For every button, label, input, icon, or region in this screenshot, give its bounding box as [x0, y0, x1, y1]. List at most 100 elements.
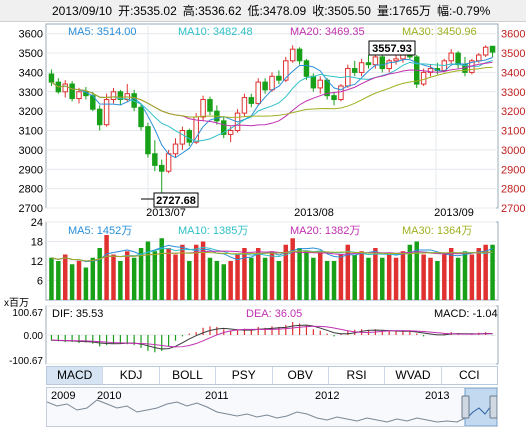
- candle-body: [103, 99, 110, 126]
- tab-rsi[interactable]: RSI: [329, 367, 386, 384]
- candle-body: [365, 62, 372, 66]
- macd-legend: DIF: 35.53 DEA: 36.05 MACD: -1.04: [52, 308, 498, 320]
- price-tick-right: 2800: [501, 184, 525, 196]
- candle-body: [152, 153, 158, 166]
- candle-body: [296, 48, 303, 62]
- tab-boll[interactable]: BOLL: [160, 367, 217, 384]
- macd-tick: -100.67: [9, 356, 43, 366]
- price-tick-left: 3600: [19, 29, 43, 41]
- overview-year-2009: 2009: [51, 390, 76, 402]
- price-tick-left: 2800: [19, 184, 43, 196]
- macd-legend-macd: MACD: -1.04: [434, 308, 498, 320]
- candle-body: [283, 60, 289, 81]
- volume-bar: [49, 257, 54, 300]
- x-label-2013-09: 2013/09: [434, 207, 474, 219]
- volume-bar: [393, 257, 399, 300]
- volume-bar: [214, 261, 220, 300]
- volume-bar: [166, 248, 171, 300]
- volume-bar: [490, 244, 495, 300]
- dea-line: [51, 325, 493, 348]
- price-tick-right: 3500: [501, 48, 525, 60]
- candle-body: [227, 130, 234, 135]
- price-tick-left: 3000: [19, 145, 43, 157]
- tab-cci[interactable]: CCI: [458, 368, 480, 382]
- volume-bars: [49, 235, 495, 300]
- price-tick-right: 3300: [501, 87, 525, 99]
- candle-body: [96, 108, 103, 126]
- candle-body: [489, 45, 496, 53]
- overview-navigator[interactable]: 2009 2010 2011 2012 2013: [46, 387, 498, 427]
- volume-bar: [200, 241, 206, 300]
- price-tick-left: 3100: [19, 126, 43, 138]
- price-tick-left: 2700: [19, 203, 43, 215]
- volume-bar: [173, 254, 178, 300]
- tab-kdj[interactable]: KDJ: [103, 367, 160, 384]
- candle-body: [165, 153, 172, 172]
- tab-psy[interactable]: PSY: [216, 367, 273, 384]
- volume-bar: [283, 244, 289, 300]
- overview-right-handle[interactable]: [489, 395, 497, 419]
- macd-legend-dea: DEA: 36.05: [246, 308, 302, 320]
- price-tick-right: 3200: [501, 106, 525, 118]
- candle-body: [393, 58, 399, 62]
- volume-unit: x百万: [4, 297, 29, 309]
- candle-body: [117, 91, 124, 101]
- candle-body: [310, 75, 317, 89]
- quote-header: 2013/09/10 开:3535.02 高:3536.62 低:3478.09 收:3…: [0, 0, 526, 22]
- volume-tick: 18: [31, 237, 43, 249]
- volume-bar: [159, 238, 164, 300]
- volume-bar: [318, 251, 323, 300]
- quote-high: 高:3536.62: [182, 4, 242, 18]
- volume-legend: MA5: 1452万 MA10: 1385万 MA20: 1382万 MA30:…: [68, 225, 472, 237]
- volume-bar: [428, 257, 433, 300]
- candle-body: [158, 164, 165, 172]
- min-label: 2727.68: [156, 195, 196, 207]
- overview-sparkline: [47, 388, 497, 426]
- volume-bar: [235, 254, 240, 300]
- volume-bar: [104, 235, 109, 300]
- candle-body: [172, 143, 179, 155]
- candle-body: [476, 54, 482, 62]
- candle-body: [221, 120, 227, 135]
- candle-body: [207, 99, 213, 112]
- candle-body: [455, 52, 461, 66]
- volume-bar: [331, 261, 337, 300]
- volume-ma-lines: [51, 244, 493, 263]
- tab-wvad[interactable]: WVAD: [385, 367, 442, 384]
- volume-bar: [228, 261, 233, 300]
- volume-bar: [152, 251, 158, 300]
- volume-bar: [255, 248, 261, 300]
- overview-left-handle[interactable]: [461, 395, 470, 419]
- volume-bar: [62, 254, 68, 300]
- candle-body: [276, 75, 282, 81]
- volume-bar: [476, 248, 482, 300]
- volume-bar: [125, 251, 130, 300]
- volume-bar: [207, 257, 213, 300]
- candle-body: [110, 91, 117, 101]
- candle-body: [241, 97, 248, 114]
- volume-bar: [269, 251, 275, 300]
- candle-body: [379, 56, 386, 70]
- macd-y-axis: 100.67 0.00 -100.67: [9, 308, 43, 366]
- volume-bar: [352, 254, 357, 300]
- candle-body: [420, 71, 427, 85]
- x-label-2013-08: 2013/08: [294, 207, 334, 219]
- candle-body: [255, 81, 261, 104]
- candle-body: [331, 95, 337, 101]
- price-tick-right: 2700: [501, 203, 525, 215]
- macd-lines: [51, 324, 493, 350]
- volume-bar: [400, 251, 406, 300]
- quote-volume: 量:1765万: [376, 4, 431, 18]
- volume-bar: [118, 261, 123, 300]
- overview-line: [47, 399, 466, 423]
- stock-chart[interactable]: 3600 3600 3500 3500 3400 3400 3300 3300 3200 3200…: [0, 0, 526, 366]
- tab-obv[interactable]: OBV: [273, 367, 329, 384]
- price-tick-left: 3500: [19, 48, 43, 60]
- quote-open: 开:3535.02: [118, 4, 177, 18]
- overview-year-2013: 2013: [425, 390, 450, 402]
- price-x-axis: 2013/07 2013/08 2013/09: [146, 207, 474, 219]
- tab-macd[interactable]: MACD: [47, 367, 104, 384]
- volume-bar: [469, 254, 475, 300]
- indicator-tabs: MACD KDJ BOLL PSY OBV RSI WVAD CCI: [46, 366, 498, 385]
- price-tick-left: 3300: [19, 87, 43, 99]
